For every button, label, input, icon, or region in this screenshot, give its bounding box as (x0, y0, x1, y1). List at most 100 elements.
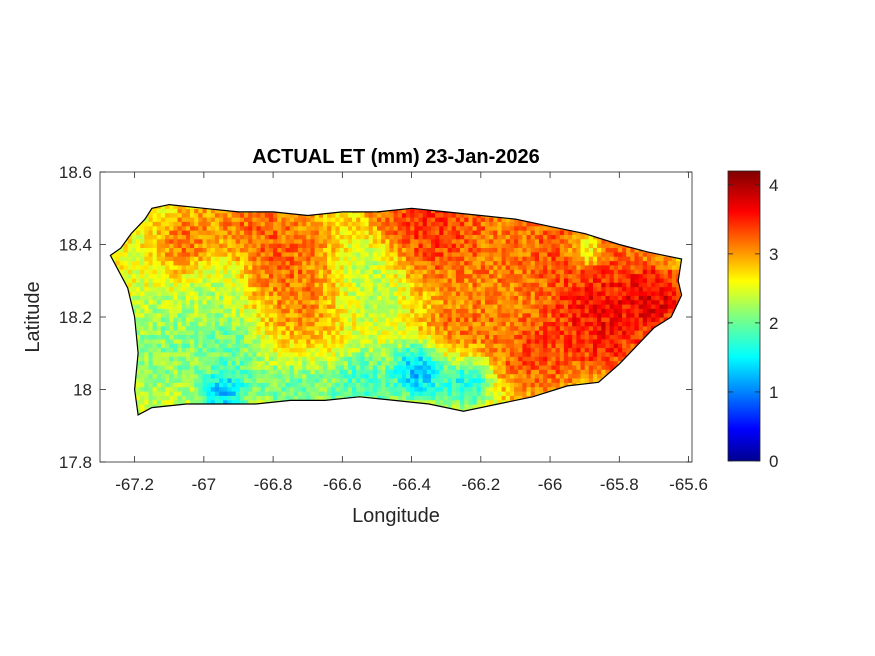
heatmap-cell (298, 317, 303, 322)
heatmap-cell (468, 330, 474, 335)
heatmap-cell (410, 338, 415, 344)
heatmap-cell (389, 330, 395, 335)
heatmap-cell (472, 317, 478, 322)
heatmap-cell (393, 243, 399, 248)
heatmap-cell (248, 373, 253, 379)
heatmap-cell (190, 221, 195, 227)
heatmap-cell (268, 225, 274, 231)
heatmap-cell (165, 321, 170, 327)
heatmap-cell (156, 269, 162, 275)
heatmap-cell (148, 330, 154, 335)
heatmap-cell (231, 351, 237, 357)
heatmap-cell (451, 282, 457, 288)
heatmap-cell (152, 225, 158, 231)
heatmap-cell (136, 338, 141, 344)
heatmap-cell (439, 369, 445, 375)
heatmap-cell (385, 264, 391, 270)
heatmap-cell (426, 277, 432, 283)
heatmap-cell (352, 269, 357, 275)
heatmap-cell (144, 364, 150, 370)
heatmap-cell (472, 321, 478, 327)
heatmap-cell (198, 238, 204, 244)
heatmap-cell (372, 338, 378, 344)
heatmap-cell (455, 404, 461, 409)
heatmap-cell (472, 399, 478, 405)
heatmap-cell (435, 334, 440, 340)
heatmap-cell (298, 290, 303, 296)
heatmap-cell (165, 273, 170, 279)
heatmap-cell (244, 330, 249, 335)
heatmap-cell (406, 264, 411, 270)
heatmap-cell (231, 256, 237, 262)
heatmap-cell (377, 390, 382, 396)
heatmap-cell (323, 330, 328, 335)
heatmap-cell (397, 356, 403, 362)
heatmap-cell (443, 317, 449, 322)
heatmap-cell (435, 277, 440, 283)
heatmap-cell (152, 216, 158, 222)
heatmap-cell (347, 251, 353, 257)
heatmap-cell (235, 351, 241, 357)
heatmap-cell (480, 243, 486, 248)
heatmap-cell (480, 356, 486, 362)
heatmap-cell (302, 395, 307, 401)
heatmap-cell (356, 390, 361, 396)
heatmap-cell (343, 377, 349, 383)
heatmap-cell (198, 295, 204, 301)
heatmap-cell (318, 225, 324, 231)
heatmap-cell (148, 356, 154, 362)
heatmap-cell (214, 312, 220, 318)
heatmap-cell (136, 299, 141, 305)
heatmap-cell (160, 286, 166, 292)
heatmap-cell (335, 356, 341, 362)
heatmap-cell (352, 212, 357, 218)
heatmap-cell (347, 356, 353, 362)
heatmap-cell (360, 299, 366, 305)
heatmap-cell (156, 399, 162, 405)
heatmap-cell (343, 216, 349, 222)
heatmap-cell (464, 277, 469, 283)
heatmap-cell (231, 308, 237, 314)
heatmap-cell (252, 321, 258, 327)
heatmap-cell (431, 221, 436, 227)
heatmap-cell (248, 334, 253, 340)
heatmap-cell (244, 299, 249, 305)
heatmap-cell (314, 386, 320, 392)
heatmap-cell (173, 325, 179, 331)
heatmap-cell (439, 286, 445, 292)
heatmap-cell (356, 373, 361, 379)
heatmap-cell (190, 364, 195, 370)
heatmap-cell (181, 269, 187, 275)
heatmap-cell (401, 390, 407, 396)
heatmap-cell (455, 373, 461, 379)
heatmap-cell (401, 216, 407, 222)
heatmap-cell (364, 256, 370, 262)
heatmap-cell (160, 356, 166, 362)
heatmap-cell (435, 308, 440, 314)
heatmap-cell (389, 251, 395, 257)
heatmap-cell (343, 330, 349, 335)
heatmap-cell (389, 221, 395, 227)
heatmap-cell (464, 221, 469, 227)
heatmap-cell (385, 282, 391, 288)
heatmap-cell (327, 238, 332, 244)
heatmap-cell (140, 247, 145, 253)
heatmap-cell (310, 277, 316, 283)
heatmap-cell (227, 299, 233, 305)
heatmap-cell (227, 330, 233, 335)
heatmap-cell (227, 290, 233, 296)
heatmap-cell (451, 308, 457, 314)
heatmap-cell (468, 377, 474, 383)
heatmap-cell (364, 369, 370, 375)
heatmap-cell (169, 330, 174, 335)
heatmap-cell (443, 277, 449, 283)
heatmap-cell (464, 390, 469, 396)
heatmap-cell (239, 260, 245, 266)
heatmap-cell (169, 256, 174, 262)
heatmap-cell (219, 269, 224, 275)
heatmap-cell (239, 312, 245, 318)
heatmap-cell (372, 334, 378, 340)
heatmap-cell (455, 343, 461, 349)
heatmap-cell (185, 295, 191, 301)
heatmap-cell (177, 273, 183, 279)
